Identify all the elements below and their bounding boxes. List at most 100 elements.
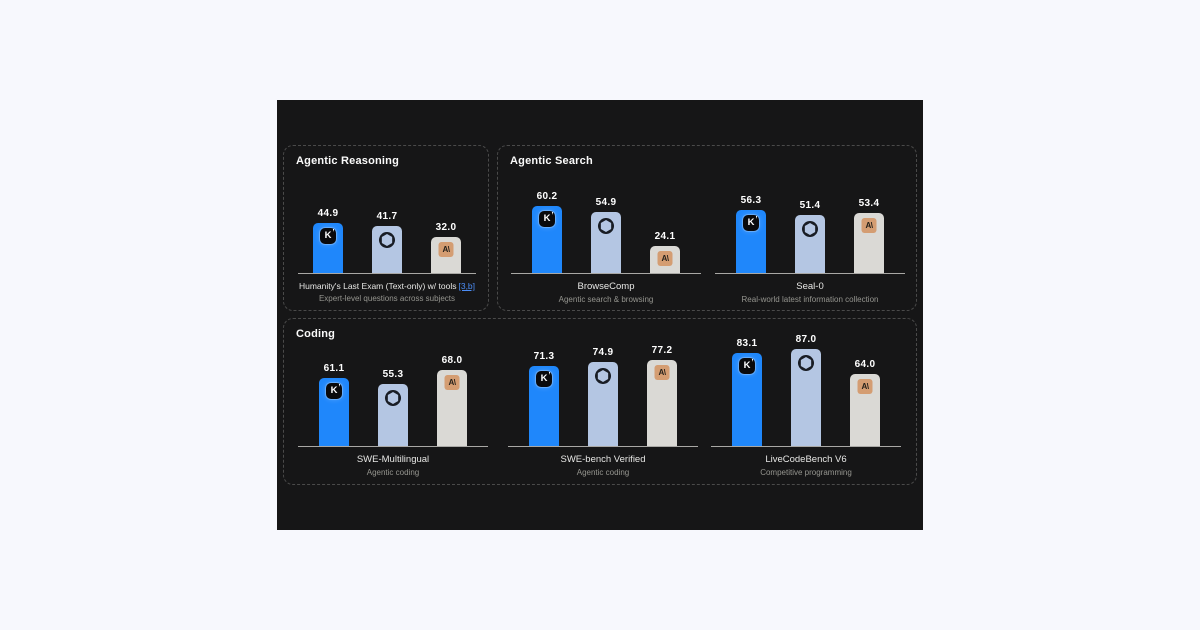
bar-value-label: 71.3 [533, 351, 555, 363]
panel-title: Coding [296, 328, 336, 340]
openai-icon [597, 217, 615, 235]
anthropic-icon: A\ [444, 374, 460, 390]
chart-seal-0: 56.3 K 51.4 53.4 A\ Seal-0 Real-world latest i… [715, 146, 905, 310]
bar-value-label: 68.0 [441, 354, 463, 366]
bar-value-label: 83.1 [736, 337, 758, 349]
anthropic-icon: A\ [654, 364, 670, 380]
chart-humanity-s-last-exam-text-only-w-tools: 44.9 K 41.7 32.0 A\ Humanity's Last Exam (Tex… [298, 146, 476, 310]
bar-group: 56.3 K 51.4 53.4 A\ [715, 146, 905, 273]
benchmark-name-text: LiveCodeBench V6 [765, 454, 847, 465]
benchmark-footnote-link[interactable]: [3,b] [458, 281, 476, 291]
benchmark-name: LiveCodeBench V6 [711, 454, 901, 465]
openai-icon [384, 389, 402, 407]
bar-anthropic: 32.0 A\ [431, 222, 461, 273]
bar-group: 44.9 K 41.7 32.0 A\ [298, 146, 476, 273]
panel-title: Agentic Reasoning [296, 155, 400, 167]
bar-group: 71.3 K 74.9 77.2 A\ [508, 319, 698, 446]
openai-icon [378, 231, 396, 249]
bar-value-label: 32.0 [435, 222, 457, 234]
benchmark-name-text: SWE-bench Verified [560, 454, 646, 465]
bar-openai: 74.9 [588, 347, 618, 446]
kimi-k-icon: K [320, 227, 336, 244]
anthropic-icon: A\ [857, 379, 873, 395]
openai-icon [797, 354, 815, 372]
anthropic-icon: A\ [657, 251, 673, 266]
bar-value-label: 55.3 [382, 369, 404, 381]
benchmark-name-text: Humanity's Last Exam (Text-only) w/ tool… [298, 281, 457, 291]
bar-value-label: 77.2 [651, 344, 673, 356]
bar-value-label: 41.7 [376, 211, 398, 223]
anthropic-a-glyph: A\ [448, 377, 457, 387]
axis-line [298, 273, 476, 274]
benchmark-name: SWE-bench Verified [508, 454, 698, 465]
kimi-k-icon: K [536, 371, 552, 388]
benchmark-subtitle: Expert-level questions across subjects [318, 294, 456, 303]
bar-value-label: 44.9 [317, 207, 339, 219]
anthropic-a-glyph: A\ [661, 254, 670, 263]
bar-value-label: 87.0 [795, 333, 817, 345]
axis-line [508, 446, 698, 447]
bar-value-label: 24.1 [654, 231, 676, 242]
bar-anthropic: 64.0 A\ [850, 359, 880, 446]
kimi-k-glyph: K [744, 359, 754, 371]
kimi-k-icon: K [739, 357, 755, 374]
bar-value-label: 54.9 [595, 196, 617, 208]
bar-value-label: 61.1 [323, 362, 345, 374]
bar-value-label: 53.4 [858, 198, 880, 210]
panel-agentic-search: Agentic Search 60.2 K 54.9 24.1 A\ BrowseComp A… [497, 145, 917, 311]
bar-group: 60.2 K 54.9 24.1 A\ [511, 146, 701, 273]
axis-line [298, 446, 488, 447]
panel-agentic-reasoning: Agentic Reasoning 44.9 K 41.7 32.0 A\ Humanity… [283, 145, 489, 311]
bar-kimi: 71.3 K [529, 351, 559, 446]
bar-anthropic: 77.2 A\ [647, 345, 677, 446]
bar-openai: 87.0 [791, 334, 821, 446]
kimi-k-glyph: K [544, 212, 554, 224]
benchmark-subtitle: Competitive programming [760, 468, 852, 477]
chart-swe-multilingual: 61.1 K 55.3 68.0 A\ SWE-Multilingual Agentic c… [298, 319, 488, 484]
benchmark-name-text: SWE-Multilingual [356, 454, 430, 465]
kimi-k-glyph: K [748, 216, 758, 228]
bar-value-label: 51.4 [799, 200, 821, 212]
anthropic-icon: A\ [438, 242, 454, 258]
bar-value-label: 64.0 [854, 359, 876, 371]
kimi-k-glyph: K [541, 372, 551, 384]
openai-icon [801, 220, 819, 238]
benchmark-subtitle: Real-world latest information collection [741, 295, 879, 304]
bar-kimi: 61.1 K [319, 363, 349, 446]
bar-group: 83.1 K 87.0 64.0 A\ [711, 319, 901, 446]
axis-line [511, 273, 701, 274]
benchmark-canvas: Agentic Reasoning 44.9 K 41.7 32.0 A\ Humanity… [277, 100, 923, 530]
bar-anthropic: 53.4 A\ [854, 198, 884, 273]
panel-coding: Coding 61.1 K 55.3 68.0 A\ SWE-Multilingual Age… [283, 318, 917, 485]
chart-browsecomp: 60.2 K 54.9 24.1 A\ BrowseComp Agentic search … [511, 146, 701, 310]
bar-value-label: 56.3 [740, 194, 762, 206]
bar-kimi: 83.1 K [732, 338, 762, 446]
benchmark-subtitle: Agentic coding [576, 468, 630, 477]
chart-swe-bench-verified: 71.3 K 74.9 77.2 A\ SWE-bench Verified Agentic… [508, 319, 698, 484]
bar-openai: 54.9 [591, 197, 621, 273]
anthropic-a-glyph: A\ [861, 382, 870, 392]
axis-line [711, 446, 901, 447]
bar-value-label: 60.2 [536, 190, 558, 202]
benchmark-subtitle: Agentic coding [366, 468, 420, 477]
bar-kimi: 44.9 K [313, 208, 343, 273]
anthropic-a-glyph: A\ [442, 245, 451, 255]
bar-kimi: 60.2 K [532, 191, 562, 273]
chart-livecodebench-v6: 83.1 K 87.0 64.0 A\ LiveCodeBench V6 Competiti… [711, 319, 901, 484]
bar-kimi: 56.3 K [736, 195, 766, 273]
openai-icon [594, 367, 612, 385]
bar-openai: 41.7 [372, 211, 402, 273]
bar-group: 61.1 K 55.3 68.0 A\ [298, 319, 488, 446]
kimi-k-icon: K [743, 214, 759, 231]
kimi-k-icon: K [539, 210, 555, 227]
bar-anthropic: 68.0 A\ [437, 355, 467, 446]
benchmark-name: Humanity's Last Exam (Text-only) w/ tool… [298, 281, 476, 291]
kimi-k-icon: K [326, 382, 342, 399]
panel-title: Agentic Search [510, 155, 593, 167]
anthropic-icon: A\ [861, 218, 877, 234]
kimi-k-glyph: K [325, 229, 335, 241]
benchmark-name-text: Seal-0 [796, 281, 824, 292]
benchmark-name: Seal-0 [715, 281, 905, 292]
bar-openai: 55.3 [378, 369, 408, 446]
